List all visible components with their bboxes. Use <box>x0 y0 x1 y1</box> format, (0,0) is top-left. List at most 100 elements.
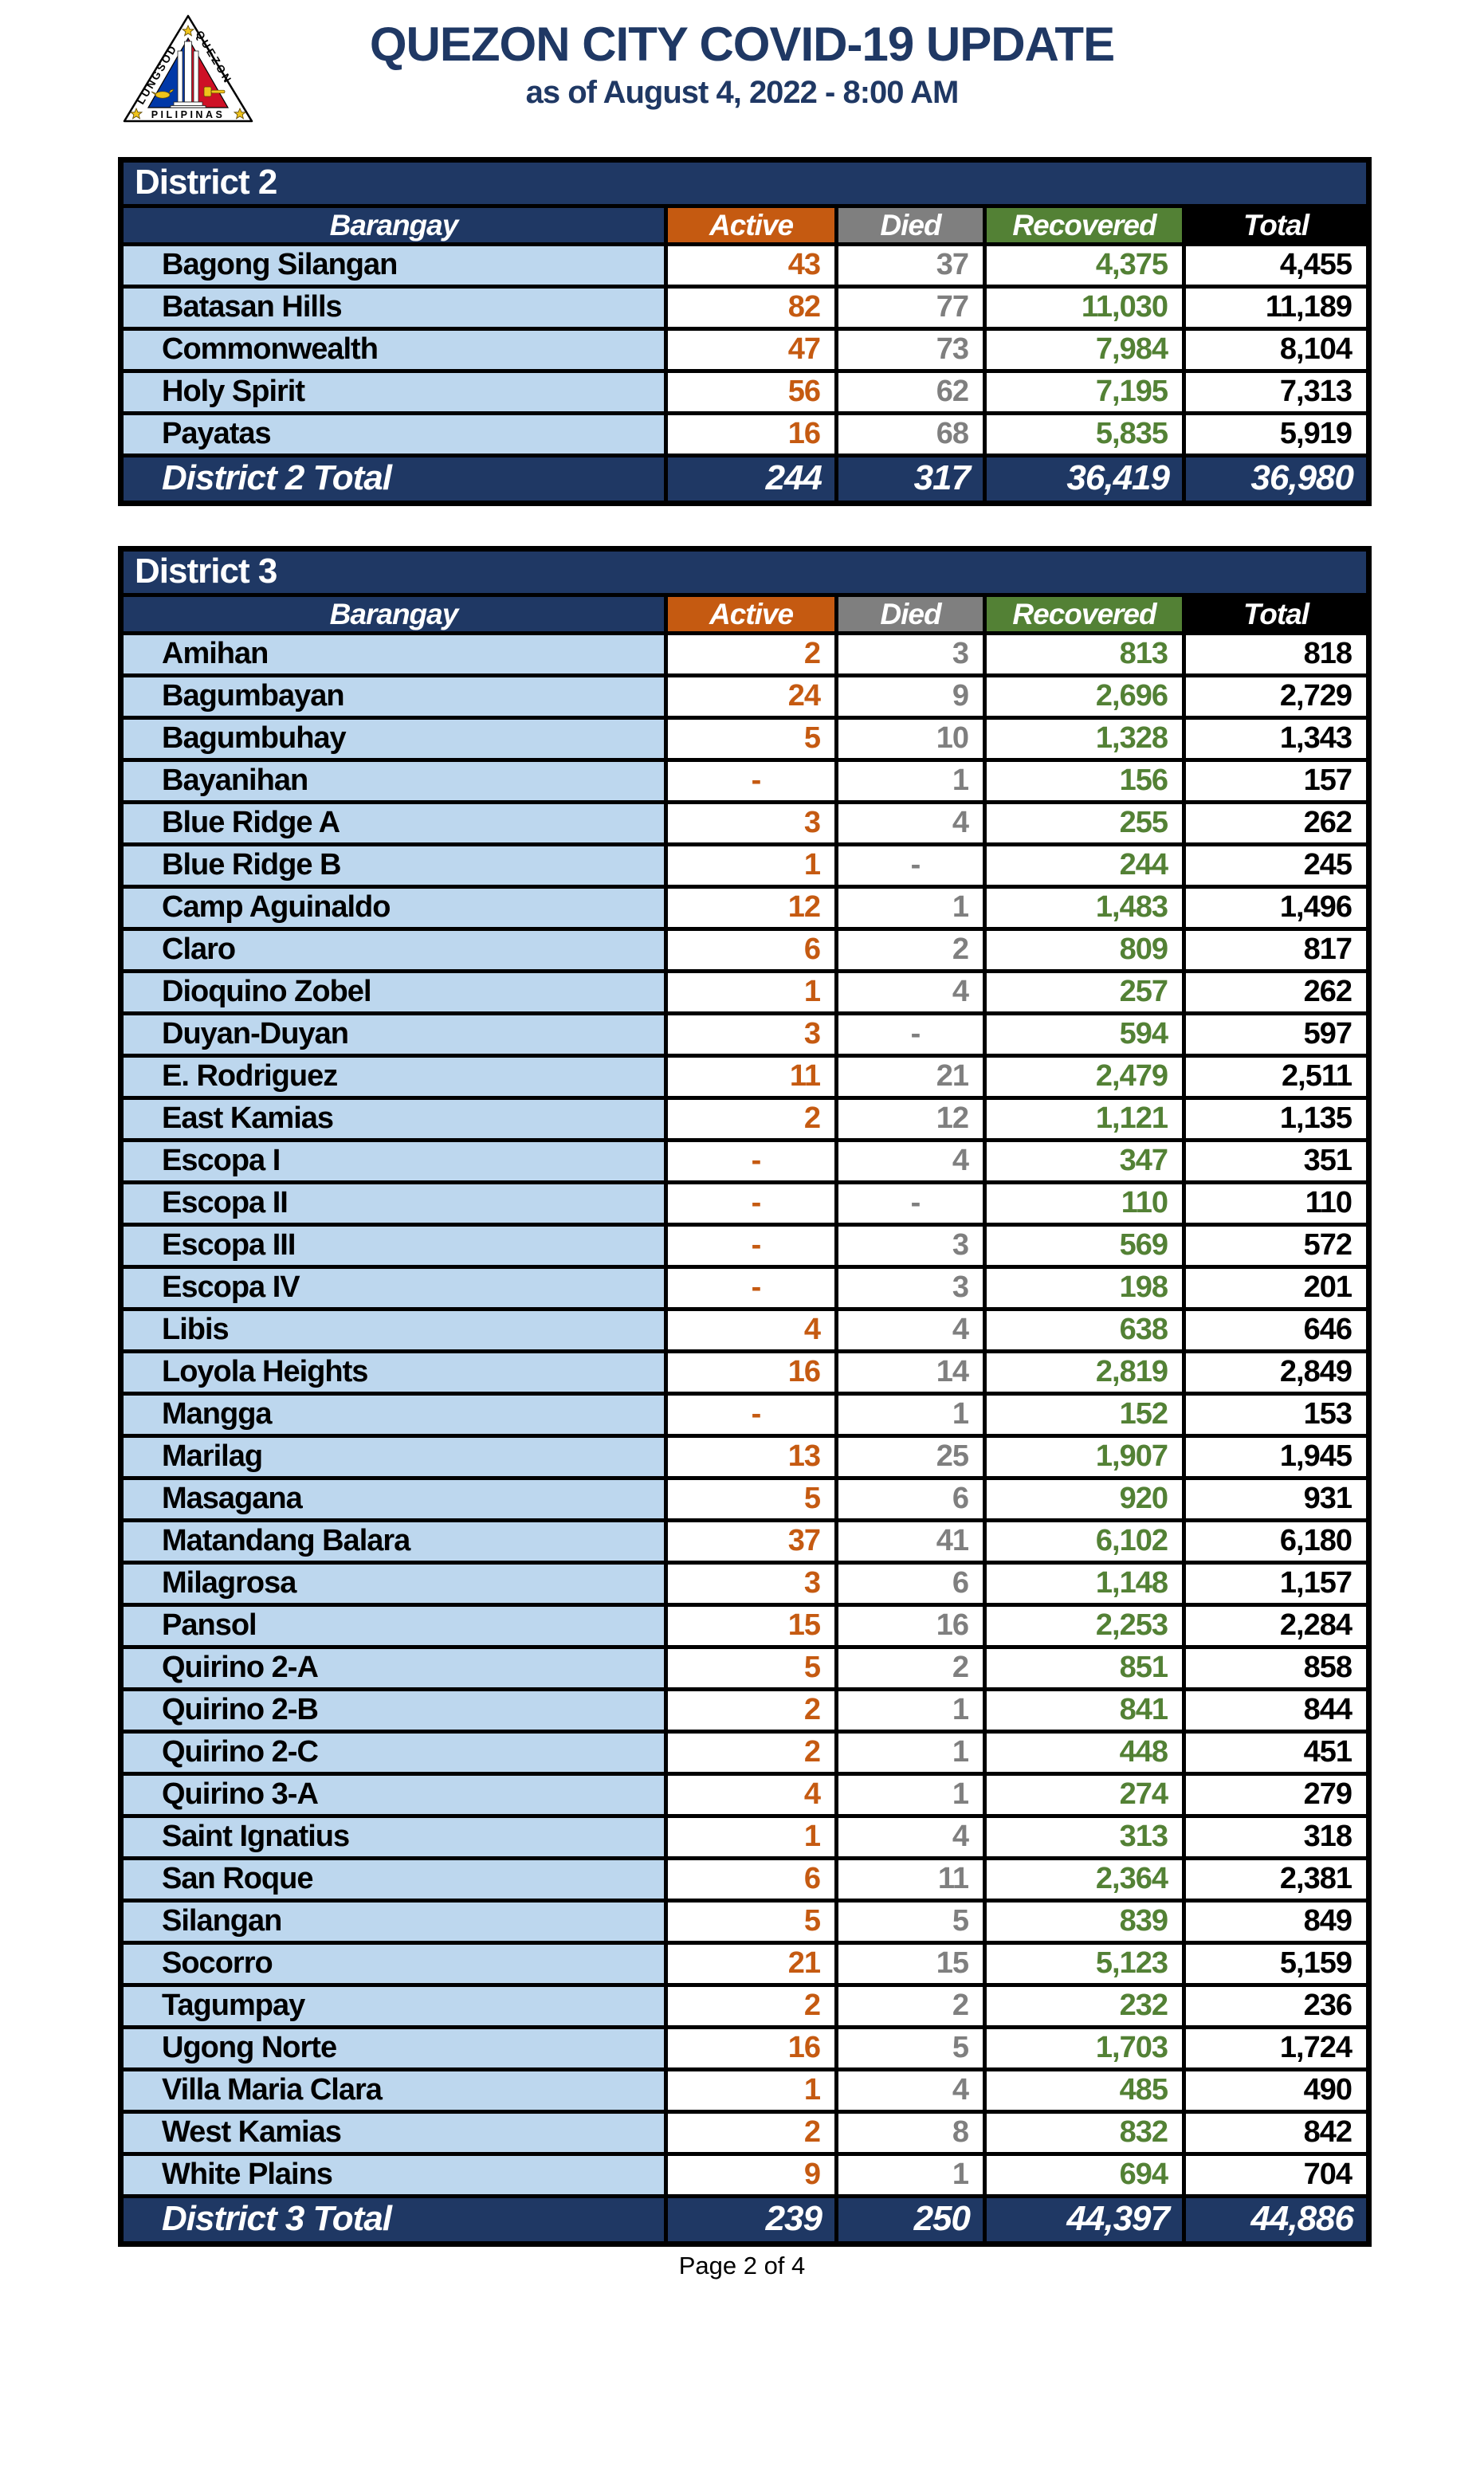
barangay-row: Loyola Heights 16 14 2,819 2,849 <box>119 1349 1371 1396</box>
total-count: 279 <box>1182 1772 1371 1818</box>
recovered-count: 152 <box>983 1392 1186 1438</box>
total-count: 351 <box>1182 1138 1371 1184</box>
barangay-name: Escopa I <box>119 1138 668 1184</box>
died-count: - <box>834 842 987 889</box>
barangay-name: San Roque <box>119 1856 668 1903</box>
barangay-name: Loyola Heights <box>119 1349 668 1396</box>
district-total-recovered: 44,397 <box>983 2194 1186 2246</box>
total-count: 245 <box>1182 842 1371 889</box>
barangay-name: Camp Aguinaldo <box>119 885 668 931</box>
died-count: 4 <box>834 1814 987 1860</box>
column-header-barangay: Barangay <box>119 204 668 246</box>
active-count: 16 <box>664 411 838 457</box>
barangay-name: Quirino 3-A <box>119 1772 668 1818</box>
recovered-count: 5,123 <box>983 1941 1186 1987</box>
died-count: 10 <box>834 716 987 762</box>
active-count: 16 <box>664 1349 838 1396</box>
recovered-count: 638 <box>983 1307 1186 1353</box>
active-count: 1 <box>664 969 838 1015</box>
barangay-row: Libis 4 4 638 646 <box>119 1307 1371 1353</box>
district-table: District 3 Barangay Active Died Recovere… <box>118 546 1372 2247</box>
district-total-label: District 2 Total <box>119 454 668 505</box>
active-count: 2 <box>664 1687 838 1734</box>
district-total-label: District 3 Total <box>119 2194 668 2246</box>
recovered-count: 198 <box>983 1265 1186 1311</box>
died-count: 1 <box>834 885 987 931</box>
barangay-row: Quirino 3-A 4 1 274 279 <box>119 1772 1371 1818</box>
recovered-count: 839 <box>983 1899 1186 1945</box>
barangay-row: Marilag 13 25 1,907 1,945 <box>119 1434 1371 1480</box>
died-count: 11 <box>834 1856 987 1903</box>
recovered-count: 832 <box>983 2110 1186 2156</box>
active-count: 3 <box>664 800 838 846</box>
barangay-name: Socorro <box>119 1941 668 1987</box>
died-count: 2 <box>834 927 987 973</box>
barangay-row: Matandang Balara 37 41 6,102 6,180 <box>119 1518 1371 1565</box>
title-block: QUEZON CITY COVID-19 UPDATE as of August… <box>0 0 1484 113</box>
active-count: 2 <box>664 1983 838 2029</box>
barangay-name: Ugong Norte <box>119 2025 668 2071</box>
recovered-count: 594 <box>983 1011 1186 1058</box>
column-header-total: Total <box>1182 593 1371 635</box>
barangay-row: Commonwealth 47 73 7,984 8,104 <box>119 327 1371 373</box>
barangay-row: Saint Ignatius 1 4 313 318 <box>119 1814 1371 1860</box>
active-count: 13 <box>664 1434 838 1480</box>
total-count: 2,511 <box>1182 1054 1371 1100</box>
active-count: - <box>664 1180 838 1227</box>
active-count: 2 <box>664 1730 838 1776</box>
recovered-count: 6,102 <box>983 1518 1186 1565</box>
recovered-count: 11,030 <box>983 285 1186 331</box>
recovered-count: 156 <box>983 758 1186 804</box>
active-count: - <box>664 1265 838 1311</box>
barangay-name: Blue Ridge A <box>119 800 668 846</box>
barangay-row: Bagumbuhay 5 10 1,328 1,343 <box>119 716 1371 762</box>
barangay-row: White Plains 9 1 694 704 <box>119 2152 1371 2198</box>
district-total-recovered: 36,419 <box>983 454 1186 505</box>
barangay-row: Quirino 2-B 2 1 841 844 <box>119 1687 1371 1734</box>
died-count: 3 <box>834 631 987 677</box>
recovered-count: 1,483 <box>983 885 1186 931</box>
report-title: QUEZON CITY COVID-19 UPDATE <box>369 18 1115 71</box>
active-count: 82 <box>664 285 838 331</box>
died-count: 4 <box>834 2067 987 2114</box>
active-count: 37 <box>664 1518 838 1565</box>
recovered-count: 1,907 <box>983 1434 1186 1480</box>
barangay-row: Quirino 2-A 5 2 851 858 <box>119 1645 1371 1691</box>
total-count: 490 <box>1182 2067 1371 2114</box>
barangay-name: Batasan Hills <box>119 285 668 331</box>
barangay-row: Camp Aguinaldo 12 1 1,483 1,496 <box>119 885 1371 931</box>
barangay-row: San Roque 6 11 2,364 2,381 <box>119 1856 1371 1903</box>
barangay-name: Tagumpay <box>119 1983 668 2029</box>
barangay-name: White Plains <box>119 2152 668 2198</box>
total-count: 236 <box>1182 1983 1371 2029</box>
died-count: 3 <box>834 1265 987 1311</box>
barangay-name: Blue Ridge B <box>119 842 668 889</box>
recovered-count: 7,984 <box>983 327 1186 373</box>
recovered-count: 448 <box>983 1730 1186 1776</box>
recovered-count: 841 <box>983 1687 1186 1734</box>
recovered-count: 2,479 <box>983 1054 1186 1100</box>
died-count: 73 <box>834 327 987 373</box>
barangay-name: Commonwealth <box>119 327 668 373</box>
barangay-name: West Kamias <box>119 2110 668 2156</box>
barangay-row: Duyan-Duyan 3 - 594 597 <box>119 1011 1371 1058</box>
barangay-name: Bagumbuhay <box>119 716 668 762</box>
barangay-name: Mangga <box>119 1392 668 1438</box>
barangay-row: Socorro 21 15 5,123 5,159 <box>119 1941 1371 1987</box>
barangay-row: Amihan 2 3 813 818 <box>119 631 1371 677</box>
died-count: 15 <box>834 1941 987 1987</box>
barangay-name: Quirino 2-A <box>119 1645 668 1691</box>
active-count: 2 <box>664 1096 838 1142</box>
barangay-row: Blue Ridge B 1 - 244 245 <box>119 842 1371 889</box>
active-count: 12 <box>664 885 838 931</box>
active-count: - <box>664 1392 838 1438</box>
barangay-row: Bagumbayan 24 9 2,696 2,729 <box>119 673 1371 720</box>
district-total-died: 317 <box>834 454 987 505</box>
total-count: 849 <box>1182 1899 1371 1945</box>
total-count: 2,381 <box>1182 1856 1371 1903</box>
barangay-name: Duyan-Duyan <box>119 1011 668 1058</box>
barangay-row: Pansol 15 16 2,253 2,284 <box>119 1603 1371 1649</box>
active-count: 5 <box>664 1899 838 1945</box>
active-count: 16 <box>664 2025 838 2071</box>
active-count: 4 <box>664 1307 838 1353</box>
